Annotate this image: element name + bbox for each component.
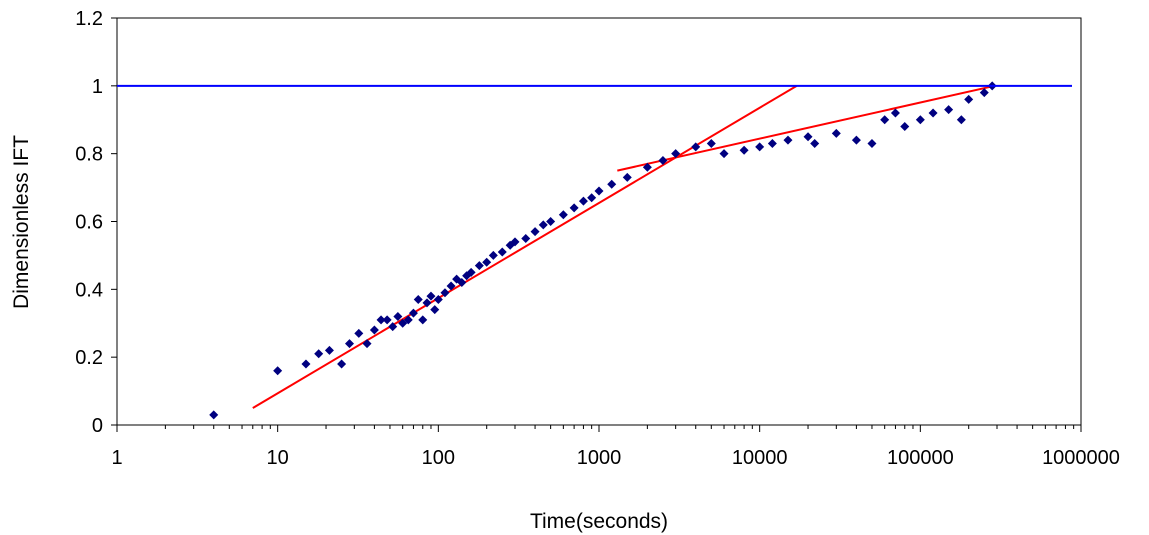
data-point [979,88,989,98]
x-tick-label: 100 [422,447,455,469]
data-point [510,237,520,247]
data-point [964,94,974,104]
x-tick-label: 1000000 [1042,447,1120,469]
data-point [546,217,556,226]
data-point [382,315,392,325]
data-point [880,115,890,125]
y-tick-label: 0.6 [75,212,103,234]
y-tick-label: 0.4 [75,279,103,301]
y-tick-label: 1 [92,76,103,98]
trend-line [252,84,798,409]
data-point [354,328,364,338]
data-point [719,149,729,159]
data-point [466,267,476,277]
data-points [209,81,997,420]
data-point [642,162,652,172]
data-point [915,115,925,125]
y-tick-label: 1.2 [75,8,103,30]
data-point [482,257,492,267]
y-tick-label: 0.8 [75,144,103,166]
data-point [422,298,432,308]
data-point [671,149,681,159]
data-point [388,322,398,332]
data-point [530,227,540,237]
data-point [337,359,347,369]
x-axis-title: Time(seconds) [530,510,668,533]
data-point [418,315,428,325]
data-point [810,138,820,148]
data-point [440,288,450,298]
data-point [928,108,938,118]
data-point [497,247,507,257]
data-point [569,203,579,213]
data-point [430,305,440,315]
data-point [446,281,456,291]
data-point [433,295,443,305]
data-point [944,105,954,115]
data-point [474,261,484,271]
data-point [783,135,793,145]
data-point [900,122,910,132]
data-point [209,410,219,420]
data-point [691,142,701,152]
trend-lines [252,84,995,409]
data-point [558,210,568,220]
plot-area-frame [116,17,1082,426]
data-point [376,315,386,325]
data-point [867,138,877,148]
data-point [314,349,324,359]
data-point [301,359,311,369]
data-point [426,291,436,301]
trend-line [617,84,995,172]
data-point [956,115,966,125]
data-point [369,325,379,335]
data-point [739,145,749,155]
data-point [607,179,617,189]
data-point [273,366,283,376]
data-point [521,233,531,243]
data-point [831,128,841,138]
data-point [578,196,588,206]
data-point [594,186,604,196]
data-point [403,315,413,325]
data-point [408,308,418,318]
y-tick-label: 0.2 [75,347,103,369]
data-point [706,138,716,148]
x-tick-label: 10 [267,447,289,469]
data-point [587,193,597,203]
data-point [488,250,498,260]
y-tick-label: 0 [92,415,103,437]
data-point [457,278,467,288]
data-point [658,155,668,165]
y-axis-title: Dimensionless IFT [10,135,33,309]
data-point [345,339,355,349]
data-point [622,172,632,182]
data-point [413,295,423,305]
data-point [324,345,334,355]
x-tick-label: 100000 [887,447,954,469]
data-point [851,135,861,145]
data-point [890,108,900,118]
data-point [767,138,777,148]
x-tick-label: 1 [111,447,122,469]
x-tick-label: 10000 [732,447,788,469]
data-point [362,339,372,349]
data-point [803,132,813,142]
data-point [755,142,765,152]
axes: 0 0.2 0.4 0.6 0.8 1 1.2 1 10 100 1000 10000 100000 10… [75,8,1120,469]
data-point [538,220,548,230]
x-tick-label: 1000 [577,447,622,469]
data-point [393,311,403,321]
